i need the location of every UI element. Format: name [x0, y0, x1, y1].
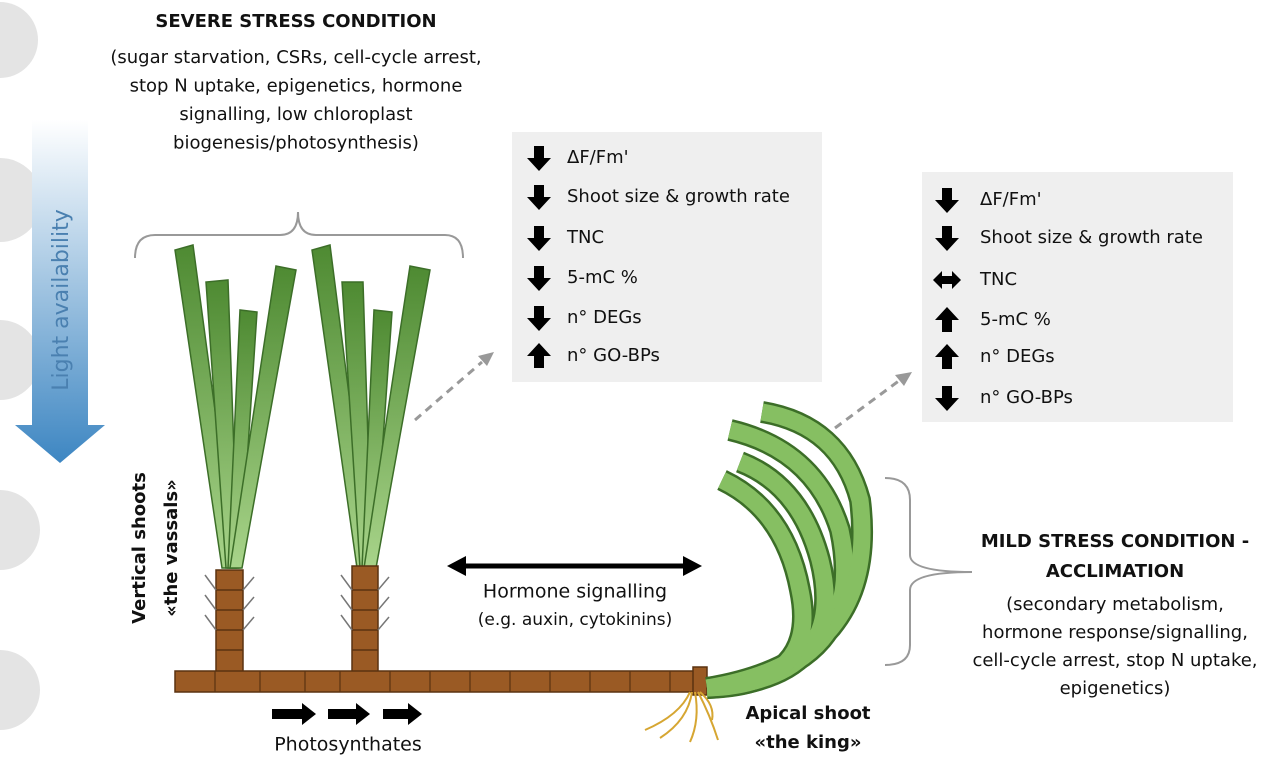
stems	[216, 566, 378, 674]
roots	[645, 692, 718, 742]
box-item: ΔF/Fm'	[567, 147, 629, 168]
flow-arrows	[272, 703, 422, 725]
photosynthates-label: Photosynthates	[274, 734, 422, 756]
box-item: n° GO-BPs	[980, 387, 1073, 408]
box	[922, 172, 1233, 422]
vertical-subtitle: «the vassals»	[161, 479, 182, 617]
text-line: MILD STRESS CONDITION -	[981, 531, 1249, 552]
box	[512, 132, 822, 382]
box-item: Shoot size & growth rate	[567, 186, 790, 207]
vertical-title: Vertical shoots	[129, 472, 150, 624]
text-line: hormone response/signalling,	[982, 622, 1248, 643]
arrow-head	[683, 556, 702, 576]
box-item: 5-mC %	[567, 267, 638, 288]
box-item: ΔF/Fm'	[980, 189, 1042, 210]
arrow-head	[895, 372, 912, 386]
rhizome	[175, 671, 702, 692]
box-item: Shoot size & growth rate	[980, 227, 1203, 248]
light-label: Light availability	[49, 209, 74, 391]
hormone-subtitle: (e.g. auxin, cytokinins)	[478, 610, 672, 630]
box-item: n° DEGs	[567, 307, 642, 328]
text-line: (sugar starvation, CSRs, cell-cycle arre…	[110, 47, 481, 68]
arrow-head	[447, 556, 466, 576]
apical-title: Apical shoot	[745, 703, 870, 724]
text-line: (secondary metabolism,	[1006, 594, 1224, 615]
text-line: epigenetics)	[1060, 678, 1171, 699]
apical-shoot	[707, 412, 862, 688]
text-line: signalling, low chloroplast	[179, 104, 412, 125]
severe-title: SEVERE STRESS CONDITION	[155, 11, 436, 32]
bracket	[885, 478, 972, 665]
text-line: biogenesis/photosynthesis)	[173, 133, 419, 154]
text-line: cell-cycle arrest, stop N uptake,	[972, 650, 1257, 671]
box-item: TNC	[566, 227, 604, 248]
vertical-shoots	[175, 245, 430, 568]
box-item: 5-mC %	[980, 309, 1051, 330]
apical-subtitle: «the king»	[755, 732, 862, 753]
diagram: Light availability SEVERE STRESS CONDITI…	[0, 0, 1266, 758]
text-line: ACCLIMATION	[1046, 561, 1184, 582]
apical-node	[693, 667, 707, 695]
box-item: n° DEGs	[980, 346, 1055, 367]
box-item: n° GO-BPs	[567, 345, 660, 366]
text-line: stop N uptake, epigenetics, hormone	[130, 76, 463, 97]
box-item: TNC	[979, 269, 1017, 290]
hormone-title: Hormone signalling	[483, 581, 667, 603]
